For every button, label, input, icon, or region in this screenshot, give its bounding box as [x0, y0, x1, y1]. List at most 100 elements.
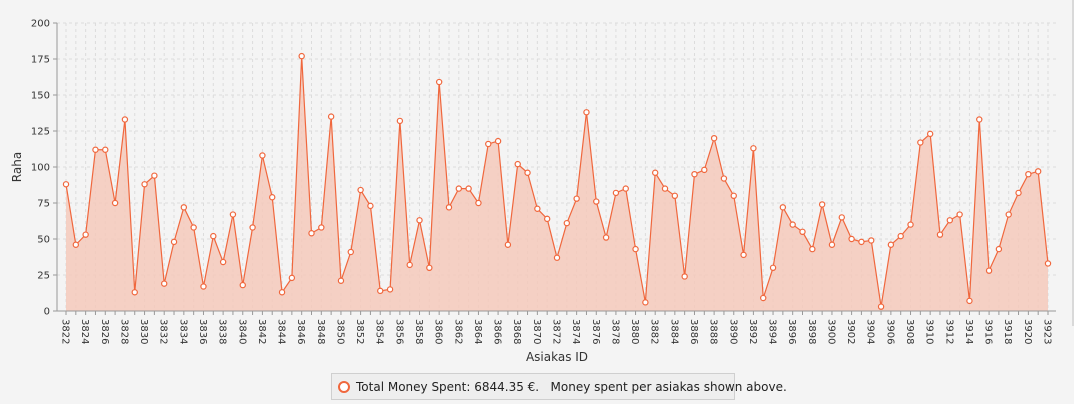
y-tick-label: 150	[31, 91, 50, 102]
x-tick-label: 3832	[158, 319, 169, 344]
data-point	[907, 221, 914, 228]
data-point	[327, 113, 335, 120]
data-point	[828, 241, 836, 248]
x-tick-label: 3848	[315, 319, 326, 344]
x-tick-label: 3910	[924, 319, 935, 344]
data-point	[180, 204, 188, 211]
data-point	[985, 267, 993, 274]
x-tick-label: 3890	[727, 319, 738, 344]
data-point	[1015, 189, 1022, 197]
data-point	[691, 170, 698, 178]
x-tick-label: 3864	[472, 319, 483, 344]
x-tick-label: 3844	[276, 319, 287, 344]
data-point	[504, 241, 512, 248]
data-point	[534, 205, 541, 212]
data-point	[219, 258, 227, 266]
data-point	[62, 181, 70, 188]
data-point	[210, 232, 217, 240]
data-point	[593, 198, 600, 205]
data-point	[269, 194, 276, 201]
data-point	[1044, 260, 1052, 267]
x-tick-label: 3914	[963, 319, 974, 344]
x-tick-label: 3884	[668, 319, 679, 344]
data-point	[298, 52, 305, 60]
x-tick-label: 3902	[845, 319, 856, 344]
data-point	[779, 204, 787, 211]
data-point	[377, 287, 384, 295]
data-point	[701, 166, 708, 174]
data-point	[455, 185, 462, 192]
x-tick-label: 3870	[531, 319, 542, 344]
y-tick-label: 125	[31, 127, 50, 138]
x-tick-label: 3852	[354, 319, 365, 344]
data-point	[406, 261, 413, 269]
x-tick-label: 3874	[570, 319, 581, 344]
x-tick-label: 3840	[236, 319, 247, 344]
data-point	[799, 228, 806, 235]
data-point	[818, 201, 826, 208]
x-tick-label: 3878	[609, 319, 620, 344]
x-axis-ticks: 3822 3824 3826 3828 3830 3832 3834 3836 3838 3840…	[60, 311, 1053, 344]
data-point	[661, 185, 669, 192]
x-tick-label: 3894	[767, 319, 778, 344]
data-point	[367, 202, 374, 210]
x-tick-label: 3900	[825, 319, 836, 344]
x-tick-label: 3920	[1022, 319, 1033, 344]
data-point	[652, 169, 659, 176]
x-tick-label: 3836	[197, 319, 208, 344]
data-point	[357, 186, 364, 194]
data-point	[278, 289, 286, 296]
data-point	[337, 277, 345, 284]
x-tick-label: 3858	[413, 319, 424, 344]
x-tick-label: 3906	[884, 319, 895, 344]
y-tick-label: 200	[31, 19, 50, 30]
data-point	[82, 231, 89, 238]
x-tick-label: 3822	[60, 319, 71, 344]
data-point	[416, 217, 423, 224]
x-tick-label: 3866	[492, 319, 503, 344]
x-tick-label: 3923	[1042, 319, 1053, 344]
data-point	[995, 245, 1003, 253]
data-point	[563, 219, 571, 227]
x-tick-label: 3908	[904, 319, 915, 344]
data-point	[170, 238, 178, 246]
data-point	[760, 294, 767, 302]
data-point	[887, 241, 895, 248]
data-point	[858, 238, 865, 246]
data-point	[966, 297, 973, 305]
data-point	[602, 234, 610, 241]
series-area	[66, 56, 1048, 312]
data-point	[632, 245, 639, 253]
data-point	[573, 195, 580, 202]
x-tick-label: 3834	[177, 319, 188, 344]
legend-label: Total Money Spent: 6844.35 €. Money spen…	[356, 379, 787, 394]
data-point	[111, 199, 119, 207]
data-point	[583, 109, 590, 116]
data-point	[160, 280, 168, 287]
data-point	[239, 281, 246, 289]
data-point	[740, 251, 747, 259]
data-point	[1025, 170, 1032, 178]
x-tick-label: 3898	[806, 319, 817, 344]
data-point	[671, 192, 679, 199]
x-tick-label: 3896	[786, 319, 797, 344]
x-tick-label: 3830	[138, 319, 149, 344]
data-point	[750, 145, 757, 152]
data-point	[976, 116, 983, 123]
data-point	[121, 116, 129, 123]
data-point	[308, 230, 315, 237]
legend-marker-icon	[338, 380, 350, 393]
data-point	[946, 217, 954, 224]
data-point	[642, 299, 649, 306]
x-tick-label: 3886	[688, 319, 699, 344]
x-tick-label: 3918	[1002, 319, 1013, 344]
y-tick-label: 25	[37, 271, 50, 282]
data-point	[720, 175, 728, 182]
data-point	[435, 78, 443, 86]
data-point	[445, 204, 453, 211]
data-point	[426, 264, 433, 271]
data-point	[494, 137, 502, 145]
x-tick-label: 3846	[295, 319, 306, 344]
data-point	[681, 273, 688, 280]
